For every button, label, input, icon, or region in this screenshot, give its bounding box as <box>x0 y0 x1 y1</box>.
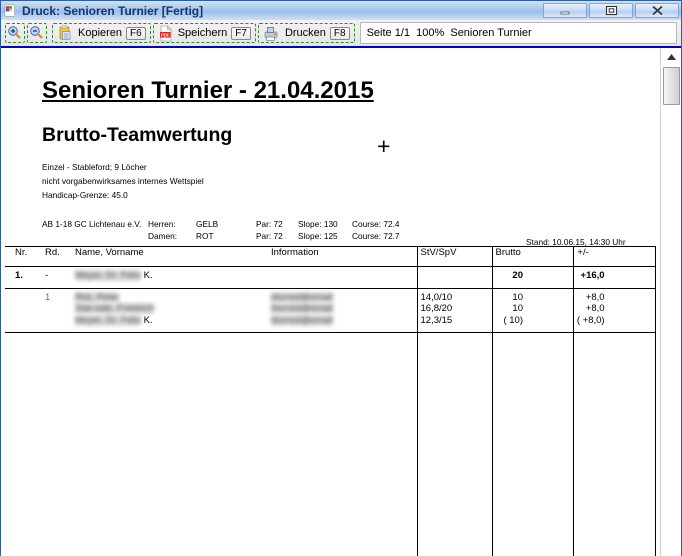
svg-text:PDF: PDF <box>161 32 170 37</box>
